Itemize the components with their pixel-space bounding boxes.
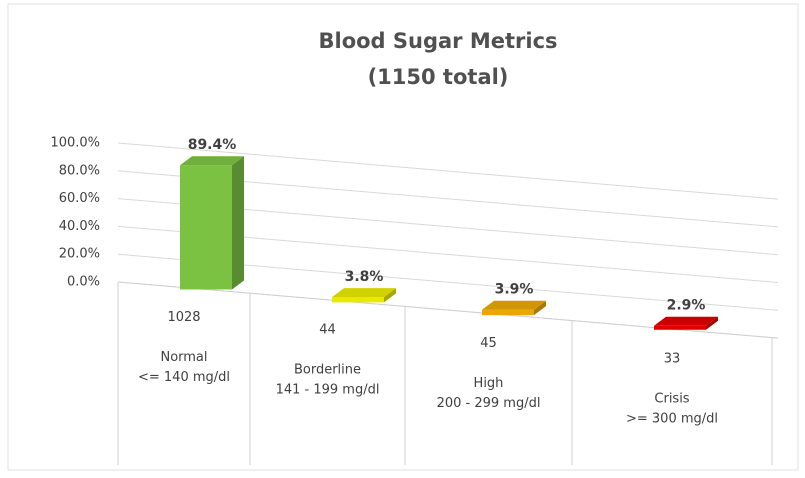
bar-side	[232, 156, 244, 290]
bar-top	[180, 156, 244, 166]
y-tick-label: 100.0%	[50, 136, 100, 151]
range-label: <= 140 mg/dl	[138, 370, 230, 385]
grid-line	[117, 142, 779, 200]
category-label: Normal	[160, 350, 207, 365]
data-label: 3.8%	[345, 269, 384, 285]
bar	[180, 165, 232, 290]
y-tick-label: 40.0%	[59, 219, 100, 234]
category-label: Borderline	[294, 362, 361, 377]
range-label: >= 300 mg/dl	[626, 412, 718, 427]
y-tick-label: 60.0%	[59, 191, 100, 206]
bar	[654, 325, 706, 330]
y-tick-label: 80.0%	[59, 163, 100, 178]
data-label: 2.9%	[667, 298, 706, 314]
range-label: 141 - 199 mg/dl	[276, 382, 380, 397]
bar-side	[706, 316, 718, 330]
count-label: 33	[664, 352, 681, 367]
range-label: 200 - 299 mg/dl	[437, 396, 541, 411]
data-label: 89.4%	[188, 137, 237, 153]
bar-top	[654, 316, 718, 326]
count-label: 44	[319, 322, 336, 337]
y-tick-label: 20.0%	[59, 247, 100, 262]
count-label: 1028	[167, 310, 200, 325]
chart-title: Blood Sugar Metrics	[318, 29, 557, 53]
y-tick-label: 0.0%	[67, 275, 100, 290]
bar-top	[332, 288, 396, 298]
bar-top	[482, 300, 546, 310]
count-label: 45	[480, 336, 497, 351]
chart-frame	[7, 3, 799, 471]
bar-side	[534, 300, 546, 316]
data-label: 3.9%	[495, 282, 534, 298]
category-label: High	[474, 376, 504, 391]
chart-subtitle: (1150 total)	[368, 65, 509, 89]
bar	[482, 309, 534, 316]
category-label: Crisis	[654, 392, 689, 407]
bar	[332, 297, 384, 303]
bar-side	[384, 288, 396, 303]
